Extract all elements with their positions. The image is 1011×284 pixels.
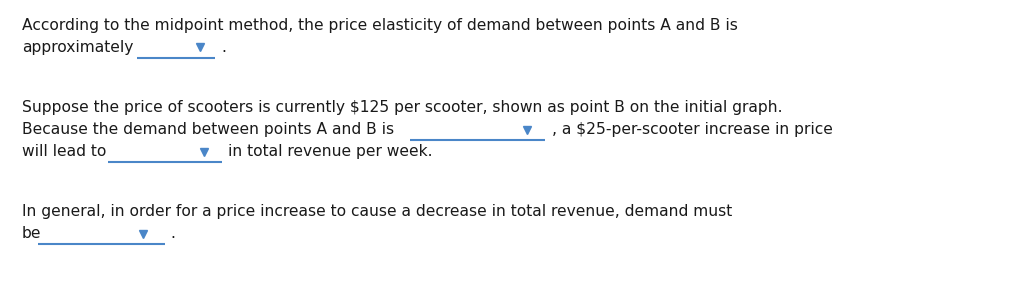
Text: be: be — [22, 226, 41, 241]
Text: approximately: approximately — [22, 40, 133, 55]
Text: In general, in order for a price increase to cause a decrease in total revenue, : In general, in order for a price increas… — [22, 204, 732, 219]
Text: .: . — [170, 226, 175, 241]
Text: Suppose the price of scooters is currently $125 per scooter, shown as point B on: Suppose the price of scooters is current… — [22, 100, 782, 115]
Text: , a $25-per-scooter increase in price: , a $25-per-scooter increase in price — [551, 122, 832, 137]
Text: .: . — [220, 40, 225, 55]
Text: in total revenue per week.: in total revenue per week. — [227, 144, 432, 159]
Text: Because the demand between points A and B is: Because the demand between points A and … — [22, 122, 393, 137]
Text: According to the midpoint method, the price elasticity of demand between points : According to the midpoint method, the pr… — [22, 18, 737, 33]
Text: will lead to: will lead to — [22, 144, 106, 159]
